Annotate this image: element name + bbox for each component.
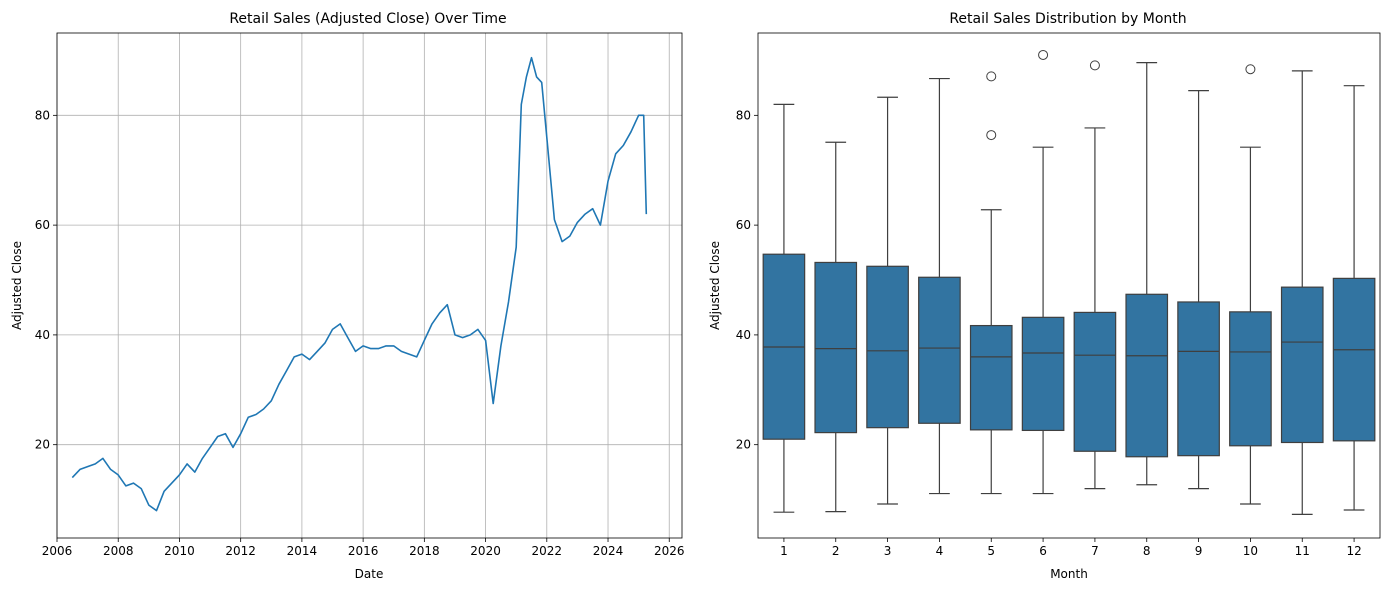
line-chart-ticks: 2006 2008 2010 2012 2014 2016 2018 2020 2022 2024…: [35, 108, 685, 558]
line-chart-title: Retail Sales (Adjusted Close) Over Time: [229, 11, 506, 27]
box-outlier-point: [1089, 60, 1100, 71]
box-chart-x-tick-label: 5: [987, 544, 995, 558]
line-chart-series-line: [71, 56, 648, 512]
box-plot-month-9: [1177, 90, 1220, 490]
line-chart-y-label: Adjusted Close: [10, 241, 24, 330]
box-plot-month-6: [1021, 49, 1065, 495]
box-plot-month-8: [1125, 62, 1169, 486]
box-iqr: [866, 265, 909, 429]
box-plot-month-10: [1229, 64, 1272, 505]
box-chart-x-tick-label: 6: [1039, 544, 1047, 558]
line-chart-y-tick-label: 20: [35, 438, 50, 452]
box-outlier-point: [1245, 64, 1256, 75]
box-outlier-point: [986, 130, 997, 141]
line-chart-x-tick-label: 2014: [287, 544, 318, 558]
box-iqr: [1125, 293, 1169, 458]
line-chart: Retail Sales (Adjusted Close) Over Time …: [10, 11, 685, 581]
box-plot-month-11: [1280, 70, 1324, 515]
box-chart-x-tick-label: 10: [1243, 544, 1258, 558]
box-chart-x-tick-label: 12: [1346, 544, 1361, 558]
box-chart-x-tick-label: 4: [936, 544, 944, 558]
box-chart-y-tick-label: 20: [736, 438, 751, 452]
box-iqr: [1229, 311, 1272, 447]
box-plot-month-2: [814, 141, 858, 513]
box-plot-month-7: [1073, 60, 1117, 490]
line-chart-x-tick-label: 2024: [593, 544, 624, 558]
box-outlier-point: [986, 71, 997, 82]
line-chart-x-label: Date: [355, 567, 384, 581]
line-chart-series: [71, 56, 648, 512]
box-chart-frame: [757, 32, 1381, 539]
box-iqr: [969, 324, 1013, 431]
box-chart-x-tick-label: 9: [1195, 544, 1203, 558]
line-chart-x-tick-label: 2016: [348, 544, 379, 558]
box-chart-x-tick-label: 2: [832, 544, 840, 558]
line-chart-frame: [56, 32, 683, 539]
line-chart-x-tick-label: 2010: [164, 544, 195, 558]
line-chart-y-tick-label: 60: [35, 218, 50, 232]
box-plot-month-4: [918, 77, 961, 495]
box-iqr: [1021, 316, 1065, 432]
box-chart-boxes: [762, 49, 1376, 515]
box-chart: Retail Sales Distribution by Month 20 40 6…: [708, 11, 1381, 581]
box-plot-month-5: [969, 71, 1013, 495]
box-chart-x-tick-label: 8: [1143, 544, 1151, 558]
box-chart-x-tick-label: 3: [884, 544, 892, 558]
box-plot-month-1: [762, 103, 806, 513]
box-chart-x-tick-label: 7: [1091, 544, 1099, 558]
box-iqr: [1073, 311, 1117, 452]
line-chart-x-tick-label: 2006: [42, 544, 73, 558]
line-chart-x-tick-label: 2020: [470, 544, 501, 558]
line-chart-y-tick-label: 80: [35, 108, 50, 122]
box-chart-x-tick-label: 11: [1295, 544, 1310, 558]
box-iqr: [1280, 286, 1324, 444]
box-chart-title: Retail Sales Distribution by Month: [949, 11, 1186, 27]
line-chart-x-tick-label: 2012: [225, 544, 256, 558]
box-iqr: [918, 276, 961, 424]
line-chart-x-tick-label: 2022: [532, 544, 563, 558]
line-chart-x-tick-label: 2018: [409, 544, 440, 558]
box-plot-month-12: [1332, 85, 1376, 511]
box-outlier-point: [1038, 49, 1049, 60]
box-iqr: [814, 261, 858, 434]
box-iqr: [1177, 301, 1220, 457]
box-plot-month-3: [866, 96, 909, 505]
line-chart-grid: [56, 33, 682, 538]
box-chart-x-tick-label: 1: [780, 544, 788, 558]
box-iqr: [1332, 277, 1376, 442]
box-chart-y-tick-label: 60: [736, 218, 751, 232]
box-chart-y-tick-label: 80: [736, 108, 751, 122]
box-chart-y-tick-label: 40: [736, 328, 751, 342]
box-chart-x-label: Month: [1050, 567, 1088, 581]
line-chart-y-tick-label: 40: [35, 328, 50, 342]
box-chart-y-label: Adjusted Close: [708, 241, 722, 330]
line-chart-x-tick-label: 2008: [103, 544, 134, 558]
line-chart-x-tick-label: 2026: [654, 544, 685, 558]
